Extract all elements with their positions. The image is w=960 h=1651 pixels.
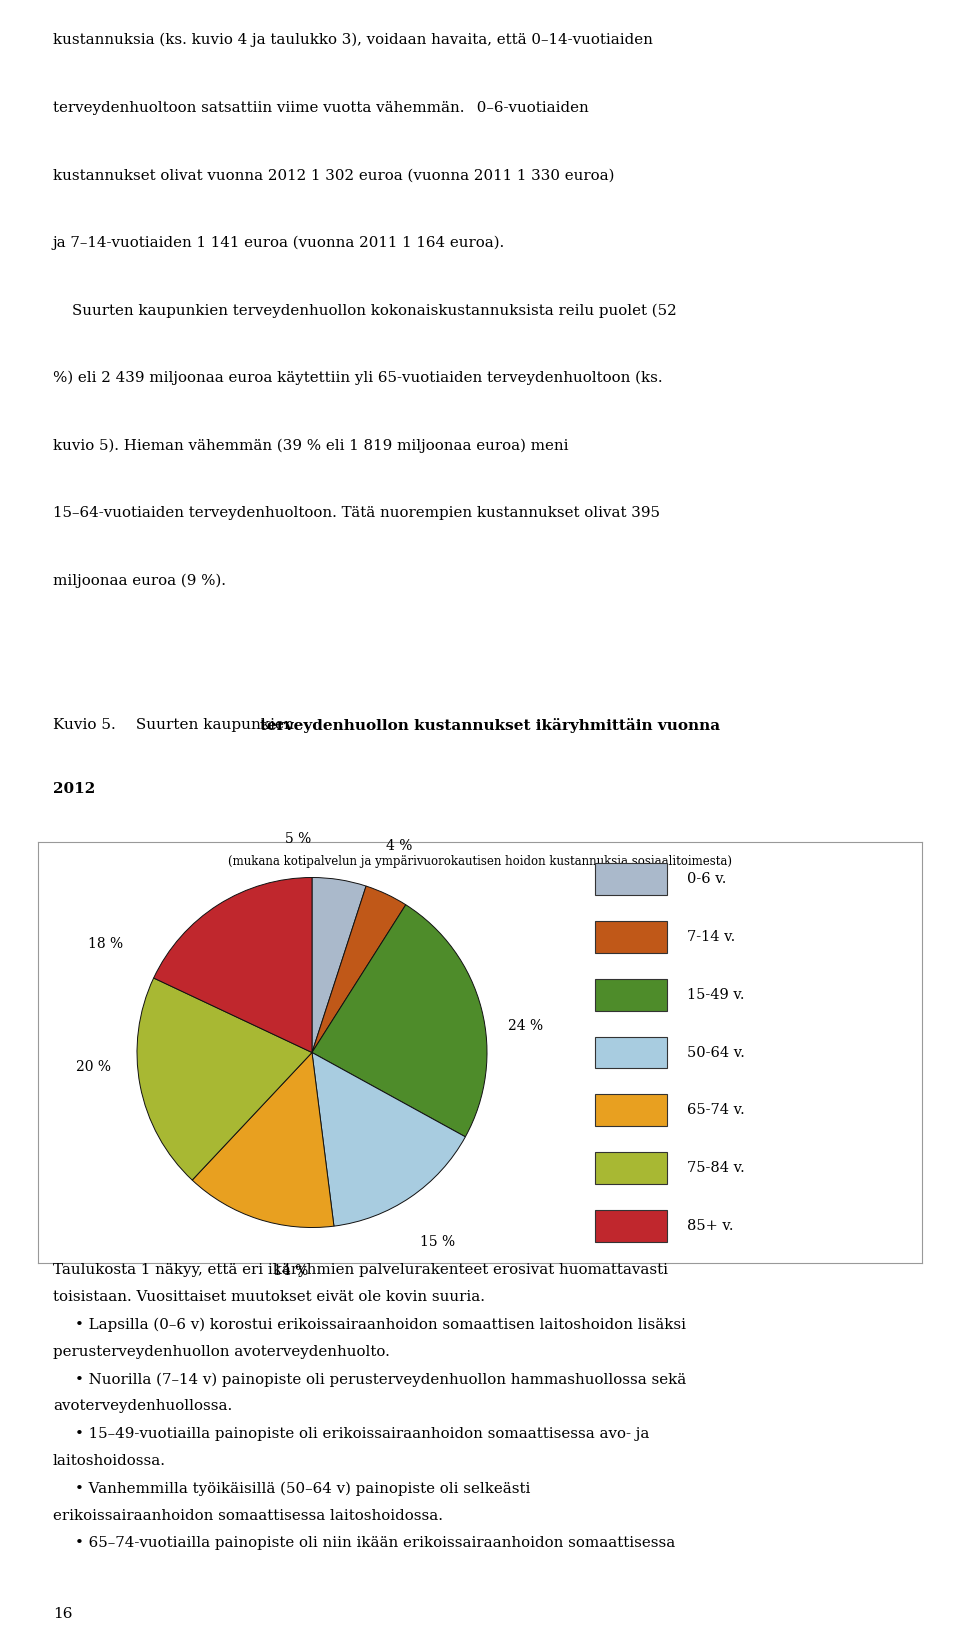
Text: 15-49 v.: 15-49 v. [686,987,744,1002]
Text: kustannukset olivat vuonna 2012 1 302 euroa (vuonna 2011 1 330 euroa): kustannukset olivat vuonna 2012 1 302 eu… [53,168,614,182]
Text: erikoissairaanhoidon somaattisessa laitoshoidossa.: erikoissairaanhoidon somaattisessa laito… [53,1509,443,1522]
Text: Taulukosta 1 näkyy, että eri ikäryhmien palvelurakenteet erosivat huomattavasti: Taulukosta 1 näkyy, että eri ikäryhmien … [53,1263,668,1276]
Text: terveydenhuoltoon satsattiin viime vuotta vähemmän.  0–6-vuotiaiden: terveydenhuoltoon satsattiin viime vuott… [53,101,588,114]
Wedge shape [312,887,406,1053]
Text: 65-74 v.: 65-74 v. [686,1103,744,1118]
Wedge shape [192,1053,334,1227]
Text: miljoonaa euroa (9 %).: miljoonaa euroa (9 %). [53,575,226,588]
Text: 7-14 v.: 7-14 v. [686,930,734,944]
Text: 85+ v.: 85+ v. [686,1218,733,1233]
Text: 50-64 v.: 50-64 v. [686,1045,744,1060]
Text: • Nuorilla (7–14 v) painopiste oli perusterveydenhuollon hammashuollossa sekä: • Nuorilla (7–14 v) painopiste oli perus… [75,1372,686,1387]
Text: 2012: 2012 [53,783,95,796]
Text: 4 %: 4 % [386,839,413,854]
Wedge shape [137,977,312,1180]
Text: 20 %: 20 % [76,1060,110,1073]
Text: • Lapsilla (0–6 v) korostui erikoissairaanhoidon somaattisen laitoshoidon lisäks: • Lapsilla (0–6 v) korostui erikoissaira… [75,1317,685,1332]
Bar [595,1210,667,1242]
Text: toisistaan. Vuosittaiset muutokset eivät ole kovin suuria.: toisistaan. Vuosittaiset muutokset eivät… [53,1291,485,1304]
Text: 16: 16 [53,1606,72,1621]
Text: Kuvio 5.  Suurten kaupunkien: Kuvio 5. Suurten kaupunkien [53,718,299,731]
Text: • Vanhemmilla työikäisillä (50–64 v) painopiste oli selkeästi: • Vanhemmilla työikäisillä (50–64 v) pai… [75,1481,530,1496]
Text: 15 %: 15 % [420,1235,456,1248]
Text: 24 %: 24 % [508,1019,543,1034]
Wedge shape [154,878,312,1053]
Bar [595,1152,667,1184]
Text: %) eli 2 439 miljoonaa euroa käytettiin yli 65-vuotiaiden terveydenhuoltoon (ks.: %) eli 2 439 miljoonaa euroa käytettiin … [53,371,662,385]
Text: (mukana kotipalvelun ja ympärivuorokautisen hoidon kustannuksia sosiaalitoimesta: (mukana kotipalvelun ja ympärivuorokauti… [228,855,732,868]
Text: • 65–74-vuotiailla painopiste oli niin ikään erikoissairaanhoidon somaattisessa: • 65–74-vuotiailla painopiste oli niin i… [75,1535,675,1550]
Bar [595,1095,667,1126]
Text: 15–64-vuotiaiden terveydenhuoltoon. Tätä nuorempien kustannukset olivat 395: 15–64-vuotiaiden terveydenhuoltoon. Tätä… [53,507,660,520]
Text: ja 7–14-vuotiaiden 1 141 euroa (vuonna 2011 1 164 euroa).: ja 7–14-vuotiaiden 1 141 euroa (vuonna 2… [53,236,505,251]
Text: 5 %: 5 % [285,832,311,845]
Bar [595,863,667,895]
Text: 18 %: 18 % [88,938,123,951]
Text: 75-84 v.: 75-84 v. [686,1161,744,1176]
Bar [595,979,667,1010]
Text: • 15–49-vuotiailla painopiste oli erikoissairaanhoidon somaattisessa avo- ja: • 15–49-vuotiailla painopiste oli erikoi… [75,1426,649,1441]
Text: kustannuksia (ks. kuvio 4 ja taulukko 3), voidaan havaita, että 0–14-vuotiaiden: kustannuksia (ks. kuvio 4 ja taulukko 3)… [53,33,653,48]
Text: 0-6 v.: 0-6 v. [686,872,726,887]
Wedge shape [312,905,487,1138]
Text: 14 %: 14 % [274,1265,308,1278]
Bar [595,921,667,953]
Text: terveydenhuollon kustannukset ikäryhmittäin vuonna: terveydenhuollon kustannukset ikäryhmitt… [260,718,720,733]
Bar [595,1037,667,1068]
Text: laitoshoidossa.: laitoshoidossa. [53,1455,166,1468]
Wedge shape [312,878,366,1053]
Wedge shape [312,1053,466,1227]
Text: avoterveydenhuollossa.: avoterveydenhuollossa. [53,1400,232,1413]
Text: kuvio 5). Hieman vähemmän (39 % eli 1 819 miljoonaa euroa) meni: kuvio 5). Hieman vähemmän (39 % eli 1 81… [53,439,568,452]
Text: Suurten kaupunkien terveydenhuollon kokonaiskustannuksista reilu puolet (52: Suurten kaupunkien terveydenhuollon koko… [53,304,677,319]
Text: perusterveydenhuollon avoterveydenhuolto.: perusterveydenhuollon avoterveydenhuolto… [53,1346,390,1359]
